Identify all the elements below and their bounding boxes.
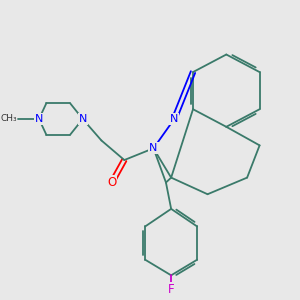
Text: N: N <box>35 114 43 124</box>
Text: N: N <box>149 143 158 153</box>
Text: O: O <box>107 176 116 189</box>
Text: N: N <box>79 114 87 124</box>
Text: F: F <box>168 283 175 296</box>
Text: N: N <box>170 114 178 124</box>
Text: CH₃: CH₃ <box>0 115 17 124</box>
